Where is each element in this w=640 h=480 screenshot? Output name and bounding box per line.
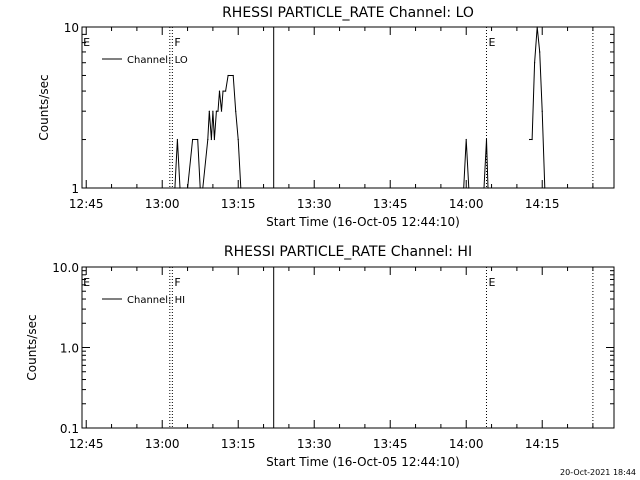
x-axis-label: Start Time (16-Oct-05 12:44:10) (266, 215, 460, 229)
y-tick-label: 0.1 (60, 422, 79, 436)
legend-label: Channel: HI (127, 295, 185, 306)
data-point (541, 110, 543, 112)
footer-timestamp: 20-Oct-2021 18:44 (560, 468, 636, 477)
data-point (217, 110, 219, 112)
y-tick-label: 10.0 (52, 261, 79, 275)
event-marker-label: E (83, 276, 90, 289)
data-point (539, 51, 541, 53)
x-tick-label: 12:45 (69, 437, 104, 451)
x-tick-label: 13:45 (373, 197, 408, 211)
data-point (528, 138, 531, 141)
chart-panel-0: RHESSI PARTICLE_RATE Channel: LO 12:45 13:… (37, 5, 615, 229)
chart-title: RHESSI PARTICLE_RATE Channel: HI (224, 244, 472, 260)
data-point (213, 138, 216, 141)
data-point (240, 187, 242, 189)
data-point (186, 187, 189, 189)
data-point (212, 110, 214, 112)
data-point (463, 187, 465, 189)
series-line-segment (529, 26, 546, 189)
data-point (210, 138, 212, 141)
data-point (534, 62, 536, 64)
data-point (483, 187, 485, 189)
data-point (465, 138, 467, 141)
x-tick-label: 13:15 (221, 197, 256, 211)
data-point (224, 90, 227, 92)
data-point (536, 26, 538, 28)
data-point (227, 74, 229, 77)
y-axis-label: Counts/sec (25, 314, 39, 380)
event-marker-label: F (174, 36, 180, 49)
x-tick-label: 14:00 (449, 437, 484, 451)
event-marker-label: E (488, 36, 495, 49)
y-axis-label: Counts/sec (37, 74, 51, 140)
data-point (192, 138, 194, 141)
x-tick-label: 13:00 (145, 197, 180, 211)
data-point (197, 138, 199, 141)
data-point (199, 187, 201, 189)
data-point (222, 90, 224, 92)
data-point (208, 110, 210, 112)
data-point (237, 138, 239, 141)
x-tick-label: 12:45 (69, 197, 104, 211)
plot-frame (81, 26, 615, 189)
data-point (468, 187, 470, 189)
data-point (487, 187, 489, 189)
data-point (544, 187, 546, 189)
x-axis-label: Start Time (16-Oct-05 12:44:10) (266, 455, 460, 469)
x-tick-label: 13:00 (145, 437, 180, 451)
series-line-segment (174, 139, 181, 189)
x-tick-label: 13:30 (297, 437, 332, 451)
x-tick-label: 14:15 (525, 437, 560, 451)
y-tick-label: 10 (64, 21, 79, 35)
y-tick-label: 1 (71, 182, 79, 196)
data-point (215, 110, 218, 112)
x-tick-label: 13:15 (221, 437, 256, 451)
data-point (202, 187, 204, 189)
data-point (218, 90, 221, 92)
data-point (232, 74, 234, 77)
data-point (531, 138, 533, 141)
data-point (235, 110, 237, 112)
series-line-segment (187, 139, 201, 189)
y-tick-label: 1.0 (60, 342, 79, 356)
data-point (207, 138, 209, 141)
chart-panel-1: RHESSI PARTICLE_RATE Channel: HI 12:45 13:… (25, 244, 615, 469)
chart-title: RHESSI PARTICLE_RATE Channel: LO (222, 5, 474, 21)
x-tick-label: 13:30 (297, 197, 332, 211)
data-point (179, 187, 181, 189)
data-point (174, 187, 176, 189)
data-point (220, 110, 223, 112)
series-line-segment (202, 75, 242, 189)
event-marker-label: E (83, 36, 90, 49)
data-point (176, 138, 179, 141)
x-tick-label: 14:00 (449, 197, 484, 211)
plot-frame (81, 266, 615, 429)
x-tick-label: 14:15 (525, 197, 560, 211)
legend-label: Channel: LO (127, 55, 188, 66)
event-marker-label: F (174, 276, 180, 289)
event-marker-label: E (488, 276, 495, 289)
x-tick-label: 13:45 (373, 437, 408, 451)
data-point (485, 138, 488, 141)
